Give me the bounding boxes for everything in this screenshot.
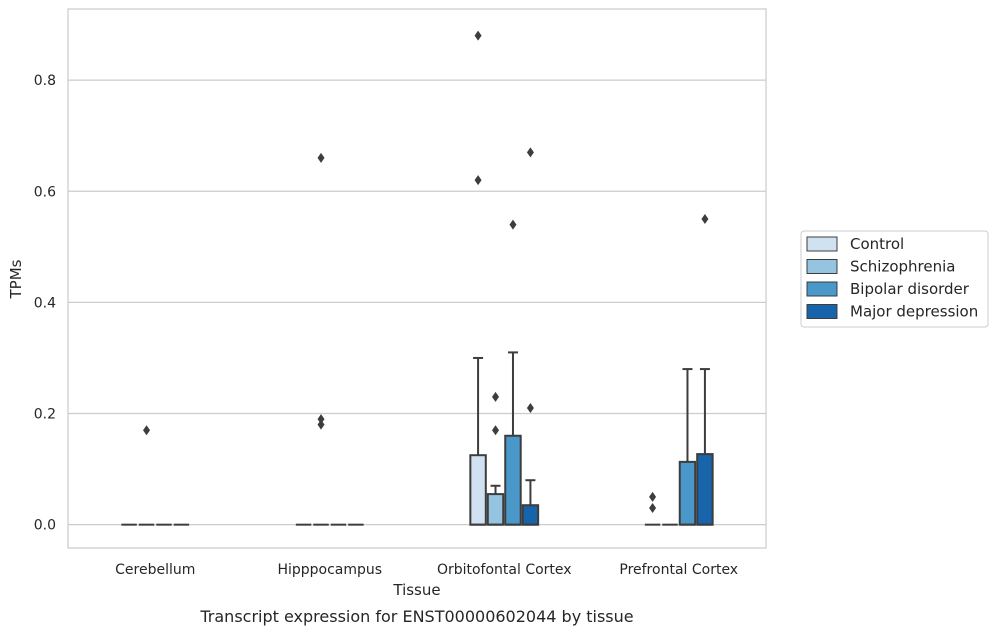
outlier-point bbox=[509, 219, 517, 230]
outlier-point bbox=[317, 414, 325, 425]
y-axis: 0.0 0.2 0.4 0.6 0.8 bbox=[34, 73, 56, 534]
legend-swatch bbox=[806, 281, 838, 297]
box-group bbox=[521, 147, 540, 526]
outlier-point bbox=[143, 425, 151, 436]
outlier-point bbox=[317, 152, 325, 163]
legend-label: Major depression bbox=[850, 303, 978, 321]
outlier-point bbox=[492, 391, 500, 402]
box-group bbox=[469, 30, 487, 526]
outlier-point bbox=[492, 425, 500, 436]
box bbox=[521, 504, 540, 526]
box bbox=[696, 453, 714, 526]
box-group bbox=[696, 214, 714, 526]
y-tick-label: 0.2 bbox=[34, 407, 56, 423]
box bbox=[486, 493, 505, 526]
plot-frame bbox=[67, 8, 767, 549]
outlier-point bbox=[649, 491, 657, 502]
legend-frame bbox=[800, 230, 989, 328]
x-tick-label: Cerebellum bbox=[115, 562, 195, 578]
legend-swatch bbox=[806, 304, 838, 319]
x-axis-label: Tissue bbox=[392, 581, 440, 599]
box-group bbox=[486, 391, 505, 526]
y-tick-label: 0.6 bbox=[34, 184, 56, 200]
outlier-point bbox=[701, 214, 709, 225]
y-axis-label: TPMs bbox=[7, 259, 25, 299]
box-group bbox=[313, 152, 329, 526]
box bbox=[504, 434, 522, 526]
legend-label: Bipolar disorder bbox=[850, 280, 970, 298]
box-group bbox=[678, 368, 697, 526]
x-tick-label: Prefrontal Cortex bbox=[619, 562, 738, 578]
legend: Control Schizophrenia Bipolar disorder Majo… bbox=[800, 230, 989, 328]
y-tick-label: 0.0 bbox=[34, 518, 56, 534]
legend-label: Control bbox=[850, 235, 904, 253]
box bbox=[469, 454, 487, 526]
box-group bbox=[138, 425, 155, 526]
gridlines bbox=[68, 79, 766, 526]
outlier-point bbox=[474, 175, 482, 186]
outlier-point bbox=[526, 147, 534, 158]
outlier-point bbox=[474, 30, 482, 41]
chart-caption: Transcript expression for ENST0000060204… bbox=[199, 607, 633, 626]
y-tick-label: 0.4 bbox=[34, 295, 56, 311]
plot-area bbox=[121, 30, 714, 526]
x-tick-label: Orbitofontal Cortex bbox=[437, 562, 572, 578]
legend-swatch bbox=[806, 236, 838, 252]
x-tick-label: Hipppocampus bbox=[277, 562, 382, 578]
box-group bbox=[644, 491, 661, 526]
box bbox=[678, 460, 697, 526]
x-axis: Cerebellum Hipppocampus Orbitofontal Corte… bbox=[115, 562, 738, 578]
outlier-point bbox=[649, 502, 657, 513]
outlier-point bbox=[317, 419, 325, 430]
box-group bbox=[504, 219, 522, 526]
legend-swatch bbox=[806, 259, 838, 274]
y-tick-label: 0.8 bbox=[34, 73, 56, 89]
legend-label: Schizophrenia bbox=[850, 258, 955, 276]
outlier-point bbox=[526, 402, 534, 413]
